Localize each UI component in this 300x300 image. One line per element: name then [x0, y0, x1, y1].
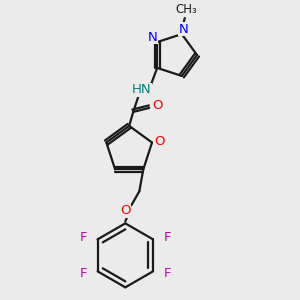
Text: F: F — [80, 267, 87, 280]
Text: O: O — [152, 99, 163, 112]
Text: N: N — [179, 22, 189, 36]
Text: F: F — [163, 267, 171, 280]
Text: F: F — [80, 231, 87, 244]
Text: N: N — [147, 31, 157, 44]
Text: O: O — [120, 204, 130, 217]
Text: CH₃: CH₃ — [175, 3, 197, 16]
Text: O: O — [154, 135, 164, 148]
Text: F: F — [163, 231, 171, 244]
Text: HN: HN — [131, 83, 151, 96]
